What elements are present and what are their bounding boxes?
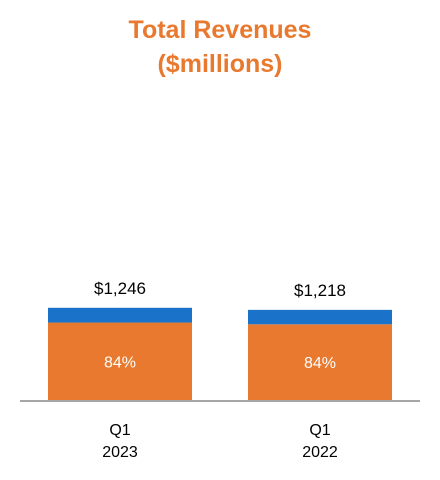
bar-total-label: $1,218 bbox=[294, 281, 346, 300]
bar-segment-secondary-2 bbox=[248, 309, 392, 325]
category-label-year: 2023 bbox=[102, 444, 138, 461]
category-label-year: 2022 bbox=[302, 444, 338, 461]
bar-segment-primary-2 bbox=[248, 324, 392, 400]
category-label-quarter: Q1 bbox=[109, 422, 130, 439]
segment-percent-label: 84% bbox=[104, 354, 136, 371]
bars-group: 84% $1,246 Q1 2023 84% $1,218 Q1 2022 bbox=[48, 279, 392, 461]
segment-percent-label: 84% bbox=[304, 355, 336, 372]
category-label-quarter: Q1 bbox=[309, 422, 330, 439]
chart-subtitle: ($millions) bbox=[157, 50, 282, 78]
bar-total-label: $1,246 bbox=[94, 279, 146, 298]
chart-title: Total Revenues bbox=[129, 16, 312, 44]
bar-segment-primary-1 bbox=[48, 322, 192, 400]
bar-segment-secondary-1 bbox=[48, 307, 192, 323]
